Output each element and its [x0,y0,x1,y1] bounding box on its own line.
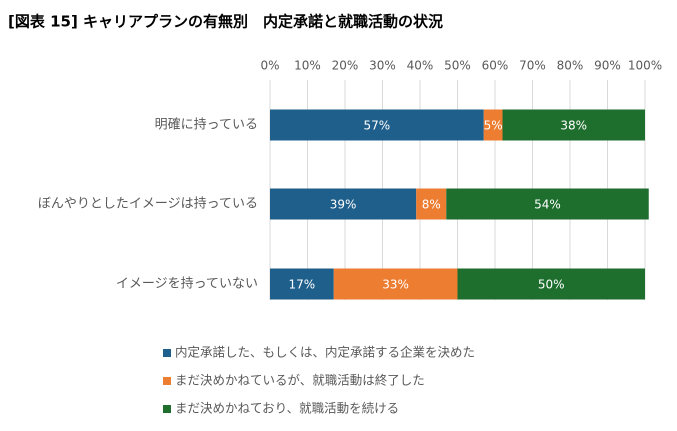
y-tick-label: 明確に持っている [155,117,258,133]
x-tick-label: 90% [594,59,621,73]
y-tick-label: イメージを持っていない [116,277,258,292]
data-label: 17% [289,278,316,292]
x-tick-label: 40% [407,59,434,73]
data-label: 33% [382,278,409,292]
data-label: 57% [364,119,391,133]
bar-segment [502,109,645,141]
data-label: 54% [534,198,561,212]
legend-swatch [163,405,171,413]
chart-title: [図表 15] キャリアプランの有無別 内定承諾と就職活動の状況 [8,13,443,31]
data-label: 50% [538,278,565,292]
legend-label: まだ決めかねており、就職活動を続ける [175,401,399,416]
data-label: 39% [330,198,357,212]
x-tick-label: 100% [628,59,662,73]
bar-segment [333,268,458,300]
bar-segment [270,268,334,300]
x-tick-label: 30% [369,59,396,73]
bar-segment [416,188,447,220]
data-label: 5% [484,119,503,133]
legend-swatch [163,349,171,357]
x-tick-label: 60% [482,59,509,73]
x-tick-label: 50% [444,59,471,73]
legend-label: まだ決めかねているが、就職活動は終了した [175,373,425,388]
data-label: 8% [422,198,441,212]
bar-segment [270,188,417,220]
x-tick-label: 70% [519,59,546,73]
x-tick-label: 80% [557,59,584,73]
x-tick-label: 20% [332,59,359,73]
bar-segment [457,268,645,300]
x-tick-label: 0% [260,59,279,73]
legend-swatch [163,377,171,385]
bar-segment [446,188,649,220]
legend-label: 内定承諾した、もしくは、内定承諾する企業を決めた [175,345,475,360]
x-tick-label: 10% [294,59,321,73]
data-label: 38% [560,119,587,133]
bar-segment [483,109,503,141]
y-tick-label: ぼんやりとしたイメージは持っている [38,197,258,212]
bar-segment [270,109,484,141]
